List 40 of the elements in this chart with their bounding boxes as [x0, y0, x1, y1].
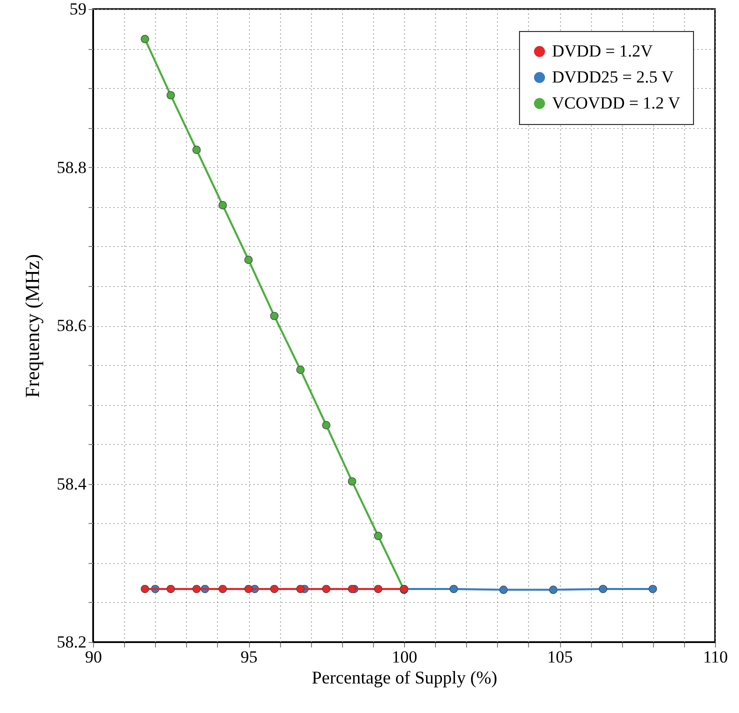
y-tick-label: 58.4 [56, 474, 87, 494]
point [322, 421, 330, 430]
point [140, 584, 150, 594]
y-tick-label: 58.6 [56, 316, 86, 335]
x-axis-title: Percentage of Supply (%) [312, 668, 498, 688]
legend-label: DVDD = 1.2V [552, 42, 654, 60]
point [218, 201, 227, 210]
point [348, 584, 356, 594]
x-tick-label: 95 [240, 648, 258, 666]
point [598, 584, 608, 594]
point [166, 91, 175, 100]
point [140, 34, 150, 44]
point [322, 584, 330, 594]
point [374, 584, 382, 594]
x-tick-label: 90 [85, 648, 102, 666]
point [166, 584, 175, 594]
point [648, 584, 657, 594]
point [244, 584, 253, 594]
legend-label: DVDD25 = 2.5 V [552, 68, 674, 86]
legend-label: VCOVDD = 1.2 V [552, 94, 682, 112]
point [374, 532, 382, 540]
point [192, 584, 201, 594]
point [450, 584, 458, 594]
point [348, 477, 356, 486]
x-tick-label: 100 [392, 648, 418, 666]
y-tick-label: 58.8 [56, 158, 86, 177]
x-tick-label: 105 [547, 648, 573, 666]
point [296, 366, 305, 374]
point [296, 584, 305, 594]
y-tick-label: 59 [70, 0, 86, 18]
point [244, 256, 253, 264]
x-tick-label: 110 [703, 648, 728, 666]
point [270, 312, 278, 320]
point [499, 586, 508, 594]
point [549, 586, 558, 594]
point [192, 146, 201, 154]
y-axis-title: Frequency (MHz) [22, 254, 44, 398]
point [270, 584, 278, 594]
y-tick-label: 58.2 [56, 632, 86, 652]
point [218, 584, 227, 594]
